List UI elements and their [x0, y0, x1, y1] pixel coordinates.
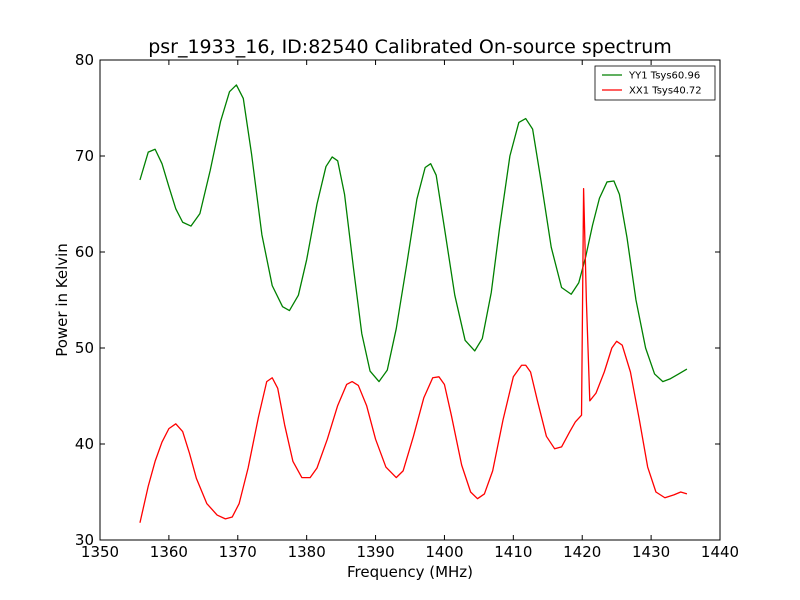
x-tick-label: 1430 [632, 543, 670, 561]
y-tick-label: 40 [75, 435, 94, 453]
x-axis: 1350 1360 1370 1380 1390 1400 1410 1420 1430 1440 [81, 60, 739, 561]
y-tick-label: 80 [75, 51, 94, 69]
y-axis: 30 40 50 60 70 80 [75, 51, 720, 549]
series-layer [139, 84, 688, 523]
plot-frame [99, 59, 721, 541]
y-tick-label: 60 [75, 243, 94, 261]
x-tick-label: 1400 [425, 543, 463, 561]
x-tick-label: 1380 [288, 543, 326, 561]
y-axis-label: Power in Kelvin [53, 243, 71, 357]
y-tick-label: 50 [75, 339, 94, 357]
legend: YY1 Tsys60.96 XX1 Tsys40.72 [594, 65, 716, 101]
y-tick-label: 30 [75, 531, 94, 549]
legend-box [594, 65, 716, 101]
x-tick-label: 1420 [563, 543, 601, 561]
plot-background [100, 60, 720, 540]
y-tick-label: 70 [75, 147, 94, 165]
series-line-yy1 [139, 84, 688, 383]
chart-title: psr_1933_16, ID:82540 Calibrated On-sour… [148, 36, 672, 58]
plot-area: 1350 1360 1370 1380 1390 1400 1410 1420 1430 1440… [75, 51, 739, 561]
legend-label-xx1: XX1 Tsys40.72 [629, 86, 702, 97]
x-axis-label: Frequency (MHz) [347, 563, 473, 581]
x-tick-label: 1410 [494, 543, 532, 561]
x-tick-label: 1390 [356, 543, 394, 561]
x-tick-label: 1370 [219, 543, 257, 561]
legend-label-yy1: YY1 Tsys60.96 [628, 71, 700, 82]
x-tick-label: 1350 [81, 543, 119, 561]
x-tick-label: 1360 [150, 543, 188, 561]
x-tick-label: 1440 [701, 543, 739, 561]
series-line-xx1 [139, 187, 688, 523]
